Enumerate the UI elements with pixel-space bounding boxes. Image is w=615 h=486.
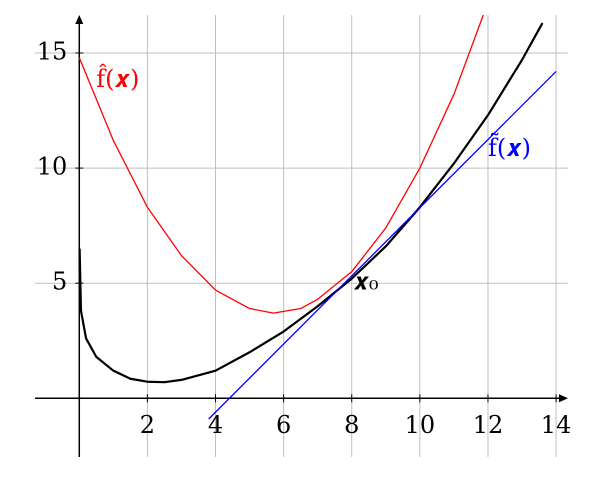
y-axis-arrow xyxy=(75,15,84,24)
x-tick-label: 12 xyxy=(473,411,504,439)
x-tick-label: 14 xyxy=(541,411,572,439)
curve xyxy=(78,22,544,384)
y-tick-label: 15 xyxy=(37,37,68,65)
plot-area xyxy=(78,15,557,420)
x-tick-label: 10 xyxy=(405,411,436,439)
x-tick-label: 2 xyxy=(140,411,155,439)
x-tick-label: 8 xyxy=(344,411,359,439)
curve xyxy=(78,15,484,314)
annotation: 𝒙₀ xyxy=(353,268,378,296)
x-tick-label: 6 xyxy=(276,411,291,439)
annotation: f̃(𝒙) xyxy=(488,133,531,162)
curve xyxy=(208,70,557,420)
y-tick-label: 5 xyxy=(52,268,67,296)
x-axis-arrow xyxy=(559,394,568,403)
x-tick-label: 4 xyxy=(208,411,223,439)
annotation: f̂(𝒙) xyxy=(96,64,139,93)
y-tick-label: 10 xyxy=(37,153,68,181)
